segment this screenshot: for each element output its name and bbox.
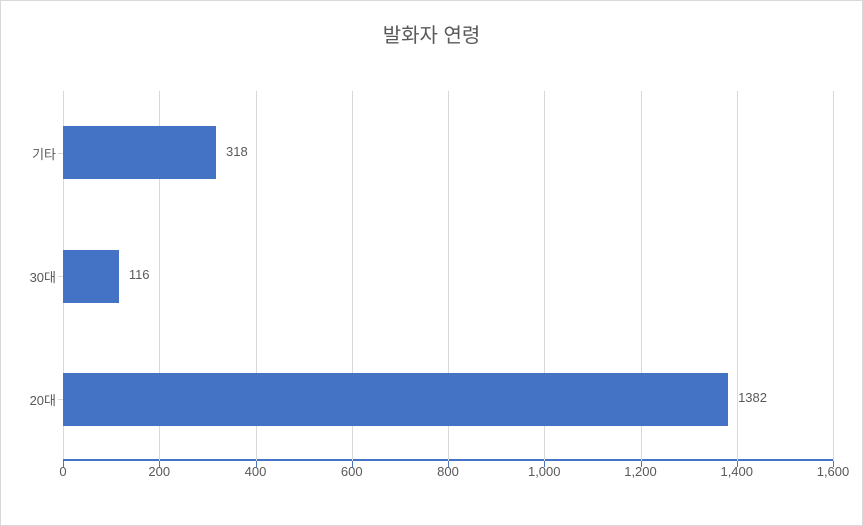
y-tick-mark [58,276,63,277]
x-tick-label: 200 [134,464,184,479]
bar [63,250,119,303]
x-tick-label: 1,000 [519,464,569,479]
bar-value-label: 318 [226,144,248,159]
category-label: 20대 [6,390,56,409]
category-label: 기타 [6,144,56,163]
x-tick-label: 1,400 [712,464,762,479]
x-tick-label: 400 [231,464,281,479]
y-tick-mark [58,399,63,400]
chart-container: 발화자 연령 318 116 1382 0 200 400 600 800 1,000 1,20… [0,0,863,526]
x-tick-label: 600 [327,464,377,479]
category-label: 30대 [6,267,56,286]
bar-value-label: 1382 [738,390,767,405]
x-tick-label: 0 [38,464,88,479]
bar-value-label: 116 [129,267,150,282]
gridline [833,91,834,461]
x-tick-label: 1,600 [808,464,858,479]
bar [63,126,216,179]
gridline [737,91,738,461]
x-tick-label: 1,200 [616,464,666,479]
x-tick-label: 800 [423,464,473,479]
y-tick-mark [58,153,63,154]
chart-title: 발화자 연령 [1,19,862,48]
plot-area: 3181161382 02004006008001,0001,2001,4001… [63,91,833,461]
bar [63,373,728,426]
